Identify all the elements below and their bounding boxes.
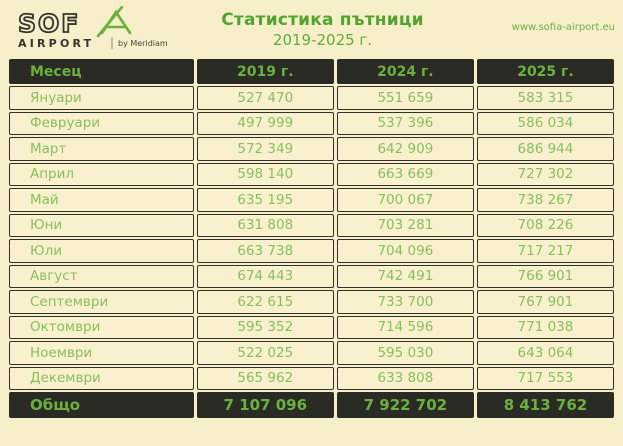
month-cell: Януари — [9, 86, 194, 110]
value-cell: 537 396 — [336, 111, 474, 135]
logo-a-glyph — [96, 5, 132, 38]
value-cell: 595 352 — [196, 315, 334, 339]
value-cell: 704 096 — [336, 239, 474, 263]
value-cell: 643 064 — [476, 341, 614, 365]
value-cell: 708 226 — [476, 213, 614, 237]
month-cell: Ноември — [9, 341, 194, 365]
total-value-cell: 8 413 762 — [476, 392, 614, 418]
value-cell: 717 553 — [476, 366, 614, 390]
value-cell: 674 443 — [196, 264, 334, 288]
logo-airport-text: AIRPORT — [18, 37, 94, 50]
column-header-2024: 2024 г. — [336, 59, 474, 84]
value-cell: 598 140 — [196, 162, 334, 186]
value-cell: 742 491 — [336, 264, 474, 288]
value-cell: 635 195 — [196, 188, 334, 212]
value-cell: 717 217 — [476, 239, 614, 263]
page-title-line1: Статистика пътници — [221, 10, 424, 30]
value-cell: 766 901 — [476, 264, 614, 288]
value-cell: 738 267 — [476, 188, 614, 212]
value-cell: 642 909 — [336, 137, 474, 161]
value-cell: 595 030 — [336, 341, 474, 365]
table-row: Юни 631 808 703 281 708 226 — [9, 213, 614, 237]
table-row: Юли 663 738 704 096 717 217 — [9, 239, 614, 263]
value-cell: 663 738 — [196, 239, 334, 263]
value-cell: 727 302 — [476, 162, 614, 186]
value-cell: 631 808 — [196, 213, 334, 237]
table-row: Септември 622 615 733 700 767 901 — [9, 290, 614, 314]
value-cell: 663 669 — [336, 162, 474, 186]
table-row: Януари 527 470 551 659 583 315 — [9, 86, 614, 110]
table-row: Август 674 443 742 491 766 901 — [9, 264, 614, 288]
value-cell: 700 067 — [336, 188, 474, 212]
website-link[interactable]: www.sofia-airport.eu — [511, 22, 615, 33]
value-cell: 703 281 — [336, 213, 474, 237]
month-cell: Юли — [9, 239, 194, 263]
month-cell: Февруари — [9, 111, 194, 135]
month-cell: Август — [9, 264, 194, 288]
sofia-airport-logo: SOF AIRPORT by Meridiam — [10, 5, 180, 56]
value-cell: 583 315 — [476, 86, 614, 110]
value-cell: 767 901 — [476, 290, 614, 314]
passenger-stats-table: Месец 2019 г. 2024 г. 2025 г. Януари 527… — [6, 57, 617, 420]
column-header-month: Месец — [9, 59, 194, 84]
table-row: Октомври 595 352 714 596 771 038 — [9, 315, 614, 339]
month-cell: Май — [9, 188, 194, 212]
table-row: Април 598 140 663 669 727 302 — [9, 162, 614, 186]
value-cell: 522 025 — [196, 341, 334, 365]
month-cell: Април — [9, 162, 194, 186]
page-title-line2: 2019-2025 г. — [272, 31, 373, 50]
month-cell: Октомври — [9, 315, 194, 339]
logo-byline-text: by Meridiam — [118, 39, 168, 48]
month-cell: Юни — [9, 213, 194, 237]
value-cell: 622 615 — [196, 290, 334, 314]
month-cell: Септември — [9, 290, 194, 314]
column-header-2025: 2025 г. — [476, 59, 614, 84]
value-cell: 733 700 — [336, 290, 474, 314]
table-total-row: Общо 7 107 096 7 922 702 8 413 762 — [9, 392, 614, 418]
total-value-cell: 7 922 702 — [336, 392, 474, 418]
value-cell: 686 944 — [476, 137, 614, 161]
table-row: Ноември 522 025 595 030 643 064 — [9, 341, 614, 365]
value-cell: 771 038 — [476, 315, 614, 339]
month-cell: Декември — [9, 366, 194, 390]
table-row: Февруари 497 999 537 396 586 034 — [9, 111, 614, 135]
value-cell: 586 034 — [476, 111, 614, 135]
logo-sof-text: SOF — [18, 9, 80, 38]
total-value-cell: 7 107 096 — [196, 392, 334, 418]
page-title: Статистика пътници 2019-2025 г. — [180, 6, 465, 50]
value-cell: 527 470 — [196, 86, 334, 110]
value-cell: 565 962 — [196, 366, 334, 390]
table-row: Март 572 349 642 909 686 944 — [9, 137, 614, 161]
month-cell: Март — [9, 137, 194, 161]
value-cell: 497 999 — [196, 111, 334, 135]
value-cell: 572 349 — [196, 137, 334, 161]
value-cell: 551 659 — [336, 86, 474, 110]
table-row: Май 635 195 700 067 738 267 — [9, 188, 614, 212]
table-row: Декември 565 962 633 808 717 553 — [9, 366, 614, 390]
value-cell: 714 596 — [336, 315, 474, 339]
table-header-row: Месец 2019 г. 2024 г. 2025 г. — [9, 59, 614, 84]
page-header: SOF AIRPORT by Meridiam Статистика пътни… — [0, 0, 623, 52]
total-label-cell: Общо — [9, 392, 194, 418]
value-cell: 633 808 — [336, 366, 474, 390]
sofia-airport-logo-graphic: SOF AIRPORT by Meridiam — [17, 5, 168, 50]
column-header-2019: 2019 г. — [196, 59, 334, 84]
